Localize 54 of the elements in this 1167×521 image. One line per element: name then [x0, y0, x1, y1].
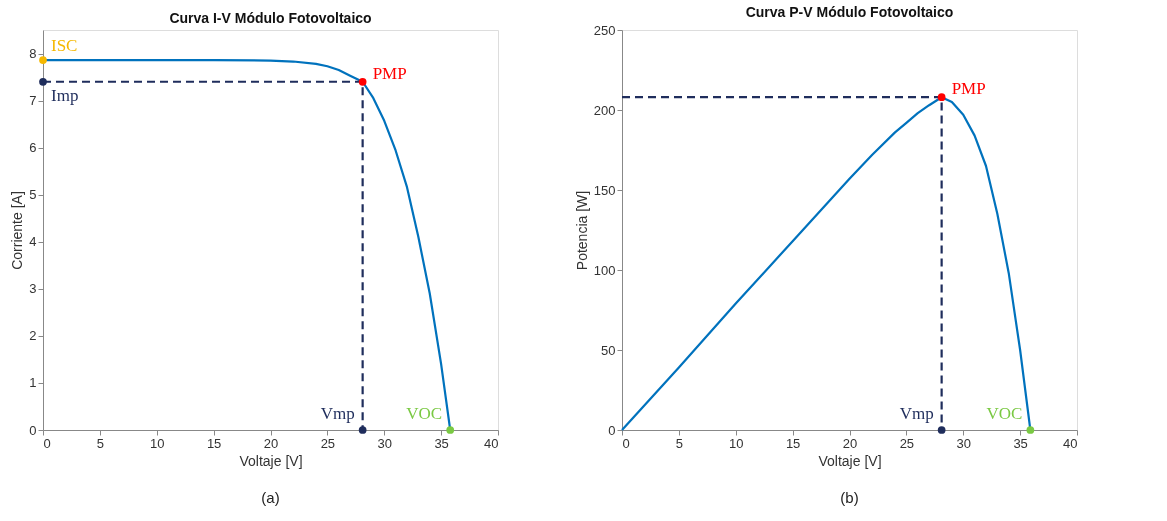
y-tick-label: 2	[29, 328, 37, 344]
x-tick-label: 10	[150, 435, 165, 451]
point	[446, 426, 455, 434]
annotation: ISC	[51, 36, 78, 56]
x-tick-label: 10	[729, 435, 744, 451]
point	[39, 77, 47, 86]
x-tick-label: 5	[96, 435, 104, 451]
y-tick-label: 250	[593, 22, 616, 38]
y-tick-label: 200	[593, 102, 616, 118]
x-tick-label: 20	[263, 435, 279, 451]
annotation: Vmp	[899, 404, 934, 423]
x-tick-label: 0	[622, 435, 630, 451]
x-tick-label: 40	[1063, 435, 1078, 451]
text: (a)	[261, 489, 280, 506]
x-tick-label: 35	[434, 435, 449, 451]
x-tick-label: 30	[956, 435, 971, 451]
y-tick-label: 6	[29, 140, 37, 156]
x-tick-label: 40	[484, 435, 499, 451]
y-axis-title: Potencia [W]	[573, 190, 590, 271]
x-tick-label: 15	[206, 435, 222, 451]
chart-title: Curva I-V Módulo Fotovoltaico	[169, 10, 372, 26]
x-tick-label: 5	[675, 435, 683, 451]
y-tick-label: 4	[29, 234, 37, 250]
annotation: PMP	[951, 79, 986, 99]
annotation: Imp	[51, 85, 79, 105]
y-tick-label: 7	[29, 93, 37, 109]
point	[358, 77, 367, 86]
y-tick-label: 5	[29, 187, 37, 203]
x-tick-label: 30	[377, 435, 392, 451]
point	[358, 426, 367, 434]
x-axis-title: Voltaje [V]	[239, 452, 303, 469]
y-tick-label: 50	[601, 342, 616, 358]
text: (b)	[840, 489, 859, 506]
annotation: VOC	[406, 404, 443, 423]
x-tick-label: 35	[1013, 435, 1028, 451]
y-tick-label: 0	[29, 422, 37, 438]
annotation: VOC	[986, 404, 1023, 423]
y-tick-label: 0	[608, 422, 616, 438]
annotation: Vmp	[320, 404, 355, 423]
y-tick-label: 1	[29, 375, 37, 391]
y-axis-title: Corriente [A]	[9, 191, 26, 270]
x-tick-label: 25	[899, 435, 915, 451]
x-tick-label: 15	[785, 435, 801, 451]
x-tick-label: 0	[43, 435, 51, 451]
annotation: PMP	[372, 63, 407, 83]
x-tick-label: 25	[320, 435, 336, 451]
x-tick-label: 20	[842, 435, 858, 451]
x-axis-title: Voltaje [V]	[818, 452, 882, 469]
y-tick-label: 100	[593, 262, 616, 278]
chart-title: Curva P-V Módulo Fotovoltaico	[745, 4, 954, 20]
y-tick-label: 3	[29, 281, 37, 297]
y-tick-label: 8	[29, 46, 37, 62]
y-tick-label: 150	[593, 182, 616, 198]
point	[39, 56, 47, 64]
